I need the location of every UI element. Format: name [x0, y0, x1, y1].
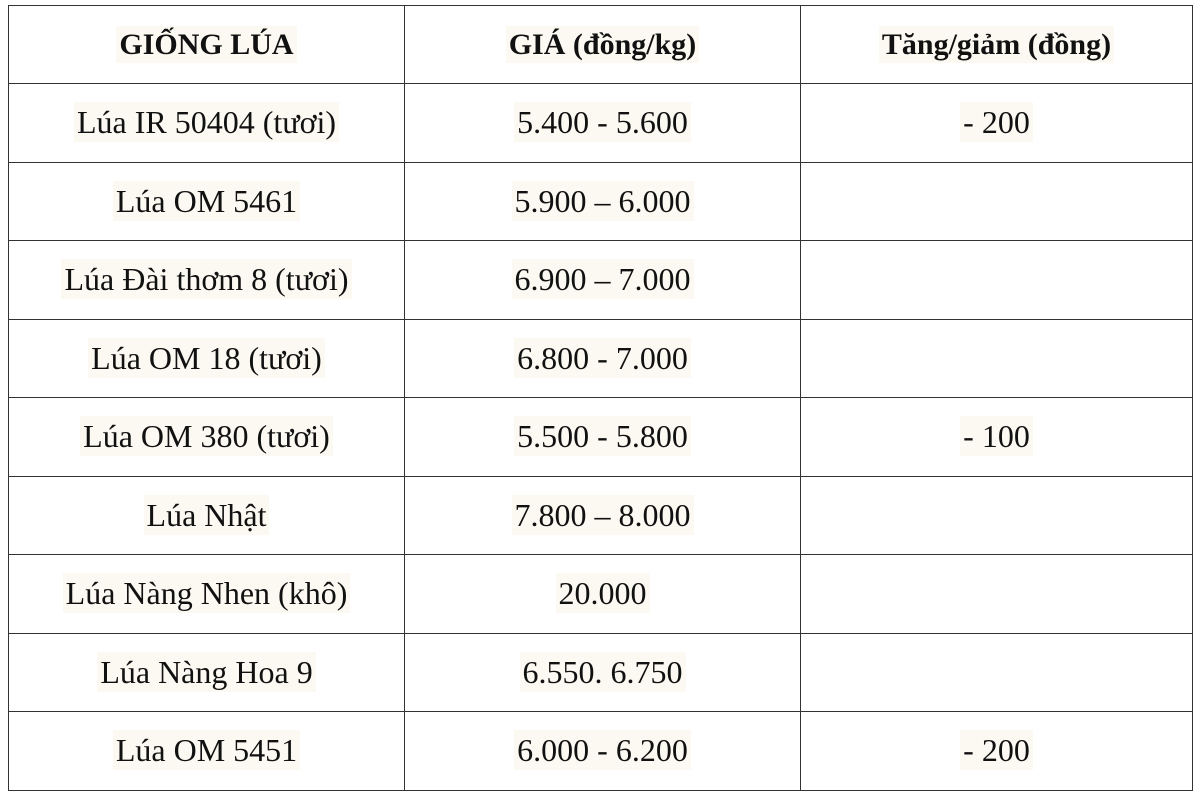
- header-cell: GIỐNG LÚA: [8, 5, 405, 84]
- cell-text: Lúa OM 5451: [112, 730, 301, 771]
- table-cell: Lúa OM 380 (tươi): [8, 397, 405, 477]
- table-cell: [800, 240, 1193, 320]
- table-cell: Lúa OM 18 (tươi): [8, 318, 405, 398]
- table-row: Lúa Đài thơm 8 (tươi) 6.900 – 7.000: [8, 240, 1193, 320]
- table-cell: Lúa Đài thơm 8 (tươi): [8, 240, 405, 320]
- table-cell: [800, 632, 1193, 712]
- cell-text: 6.900 – 7.000: [511, 259, 694, 300]
- cell-text: 5.400 - 5.600: [514, 102, 691, 143]
- table-cell: 6.550. 6.750: [404, 632, 801, 712]
- cell-text: Lúa OM 380 (tươi): [80, 416, 333, 457]
- header-row: GIỐNG LÚA GIÁ (đồng/kg) Tăng/giảm (đồng): [8, 5, 1193, 84]
- cell-text: GIÁ (đồng/kg): [505, 25, 700, 63]
- cell-text: Lúa Nhật: [143, 494, 270, 535]
- table-cell: 6.800 - 7.000: [404, 318, 801, 398]
- header-cell: Tăng/giảm (đồng): [800, 5, 1193, 84]
- table-cell: [800, 161, 1193, 241]
- cell-text: Lúa OM 18 (tươi): [88, 337, 325, 378]
- cell-text: 5.900 – 6.000: [511, 180, 694, 221]
- table-cell: 7.800 – 8.000: [404, 475, 801, 555]
- cell-text: - 200: [960, 102, 1033, 143]
- table-row: Lúa IR 50404 (tươi) 5.400 - 5.600 - 200: [8, 83, 1193, 163]
- table-row: Lúa OM 5451 6.000 - 6.200 - 200: [8, 711, 1193, 791]
- cell-text: Lúa Nàng Hoa 9: [97, 651, 316, 692]
- cell-text: 5.500 - 5.800: [514, 416, 691, 457]
- table-row: Lúa Nàng Hoa 9 6.550. 6.750: [8, 632, 1193, 712]
- table-cell: Lúa Nàng Hoa 9: [8, 632, 405, 712]
- header-cell: GIÁ (đồng/kg): [404, 5, 801, 84]
- table-row: Lúa Nàng Nhen (khô) 20.000: [8, 554, 1193, 634]
- table-cell: - 200: [800, 83, 1193, 163]
- cell-text: 6.000 - 6.200: [514, 730, 691, 771]
- cell-text: 20.000: [555, 573, 650, 614]
- cell-text: Lúa OM 5461: [112, 180, 301, 221]
- table-cell: Lúa Nàng Nhen (khô): [8, 554, 405, 634]
- cell-text: GIỐNG LÚA: [116, 25, 297, 63]
- table-row: Lúa Nhật 7.800 – 8.000: [8, 475, 1193, 555]
- table-cell: - 100: [800, 397, 1193, 477]
- cell-text: - 200: [960, 730, 1033, 771]
- table-row: Lúa OM 380 (tươi) 5.500 - 5.800 - 100: [8, 397, 1193, 477]
- price-table: GIỐNG LÚA GIÁ (đồng/kg) Tăng/giảm (đồng) L…: [8, 5, 1193, 791]
- cell-text: Lúa Đài thơm 8 (tươi): [61, 259, 352, 300]
- cell-text: Tăng/giảm (đồng): [878, 25, 1115, 63]
- cell-text: Lúa Nàng Nhen (khô): [62, 573, 351, 614]
- table-cell: 6.900 – 7.000: [404, 240, 801, 320]
- table-cell: 5.500 - 5.800: [404, 397, 801, 477]
- table-row: Lúa OM 5461 5.900 – 6.000: [8, 161, 1193, 241]
- table-row: Lúa OM 18 (tươi) 6.800 - 7.000: [8, 318, 1193, 398]
- table-cell: 6.000 - 6.200: [404, 711, 801, 791]
- table-cell: Lúa Nhật: [8, 475, 405, 555]
- table-cell: - 200: [800, 711, 1193, 791]
- cell-text: Lúa IR 50404 (tươi): [73, 102, 340, 143]
- table-cell: 5.400 - 5.600: [404, 83, 801, 163]
- cell-text: - 100: [960, 416, 1033, 457]
- cell-text: 7.800 – 8.000: [511, 494, 694, 535]
- table-cell: Lúa IR 50404 (tươi): [8, 83, 405, 163]
- table-cell: 5.900 – 6.000: [404, 161, 801, 241]
- table-cell: Lúa OM 5461: [8, 161, 405, 241]
- table-cell: Lúa OM 5451: [8, 711, 405, 791]
- cell-text: 6.800 - 7.000: [514, 337, 691, 378]
- table-body: Lúa IR 50404 (tươi) 5.400 - 5.600- 200 Lúa…: [8, 83, 1193, 791]
- cell-text: 6.550. 6.750: [519, 651, 686, 692]
- table-cell: [800, 318, 1193, 398]
- table-cell: 20.000: [404, 554, 801, 634]
- table-cell: [800, 554, 1193, 634]
- table-cell: [800, 475, 1193, 555]
